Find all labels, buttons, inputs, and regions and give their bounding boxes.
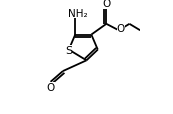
Text: O: O — [46, 82, 55, 92]
Text: O: O — [102, 0, 111, 9]
Text: O: O — [117, 24, 125, 34]
Text: NH₂: NH₂ — [68, 9, 87, 19]
Text: S: S — [65, 45, 72, 55]
